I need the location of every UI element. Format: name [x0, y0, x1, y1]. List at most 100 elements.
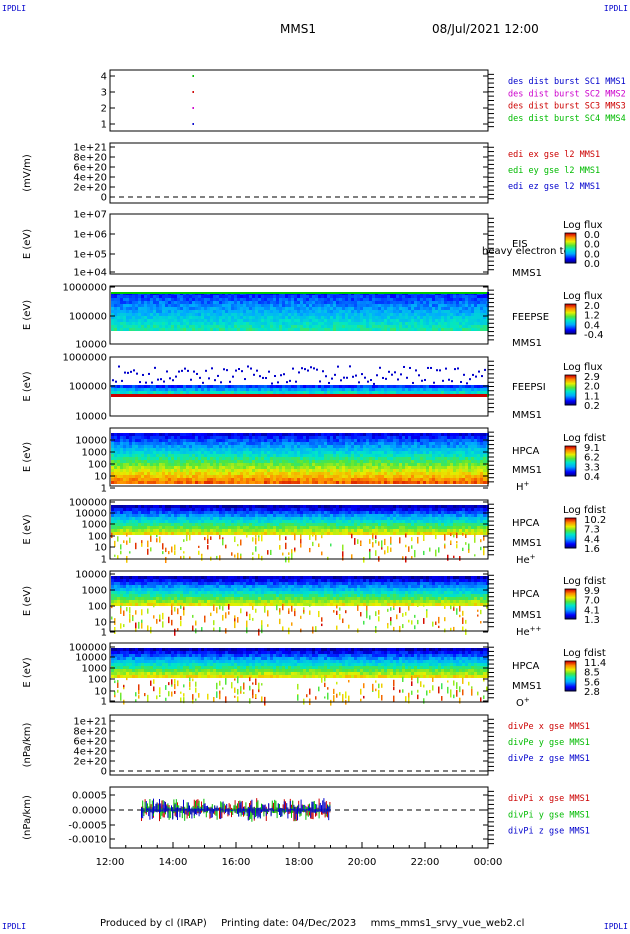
ytick-label-feepsi: 10000	[75, 412, 107, 423]
ylabel-hpca_hepp: E (eV)	[22, 586, 33, 616]
xtick-label: 16:00	[222, 857, 251, 868]
corner-label-tl: IPDLI	[2, 4, 27, 13]
instrument-label-hpca_h: HPCA	[512, 446, 540, 457]
species-label-hpca_h: H+	[516, 480, 530, 493]
ytick-label-hpca_he: 100000	[69, 498, 107, 509]
ytick-label-hpca_h: 10	[94, 472, 107, 483]
colorbar-tick-hpca_o: 8.5	[584, 668, 600, 679]
instrument-label-feepse: FEEPSE	[512, 312, 549, 323]
colorbar-tick-hpca_h: 0.4	[584, 472, 600, 483]
ytick-label-hpca_he: 1000	[82, 520, 107, 531]
spacecraft-label-feepse: MMS1	[512, 338, 542, 349]
legend-entry-edi-1: edi ey gse l2 MMS1	[508, 166, 600, 176]
ylabel-hpca_he: E (eV)	[22, 514, 33, 544]
ytick-label-hpca_he: 10	[94, 543, 107, 554]
legend-entry-divpe-2: divPe z gse MMS1	[508, 754, 590, 764]
ytick-label-hpca_h: 100	[88, 460, 107, 471]
xtick-label: 20:00	[348, 857, 377, 868]
colorbar-tick-hpca_h: 9.1	[584, 443, 600, 454]
ytick-label-eis: 1e+05	[73, 250, 107, 261]
colorbar-tick-feepse: -0.4	[584, 330, 604, 341]
ytick-label-edi: 2e+20	[73, 183, 107, 194]
footer: Produced by cl (IRAP) Printing date: 04/…	[100, 918, 524, 929]
spectrogram-hpca_he	[111, 505, 489, 564]
ytick-label-hpca_o: 100000	[69, 643, 107, 654]
page-datetime: 08/Jul/2021 12:00	[432, 22, 539, 36]
colorbar-tick-feepse: 0.4	[584, 320, 600, 331]
panel-burst: 4 3 2 1 des dist burst SC1 MMS1 des dist burs…	[101, 69, 626, 132]
frame-burst	[109, 69, 489, 132]
ytick-label-divpe: 0	[101, 767, 107, 778]
xtick-label: 00:00	[474, 857, 503, 868]
ytick-label-hpca_o: 1000	[82, 664, 107, 675]
corner-label-tr: IPDLI	[603, 4, 628, 13]
legend-entry-burst-0: des dist burst SC1 MMS1	[508, 77, 626, 87]
ytick-label-edi: 8e+20	[73, 153, 107, 164]
footer-producer: Produced by cl (IRAP)	[100, 918, 207, 929]
ytick-label-hpca_hepp: 10	[94, 618, 107, 629]
ytick-label-hpca_o: 10000	[75, 653, 107, 664]
colorbar-tick-hpca_hepp: 7.0	[584, 596, 600, 607]
ytick-label-feepse: 1000000	[62, 283, 107, 294]
ytick-label-feepsi: 1000000	[62, 353, 107, 364]
colorbar-tick-feepse: 2.0	[584, 301, 600, 312]
ytick-label-edi: 1e+21	[73, 143, 107, 154]
ytick-label-feepsi: 100000	[69, 382, 107, 393]
colorbar-tick-hpca_o: 2.8	[584, 687, 600, 698]
colorbar-title-hpca_o: Log fdist	[563, 648, 606, 659]
spacecraft-label-hpca_he: MMS1	[512, 538, 542, 549]
ytick-label-burst: 2	[101, 104, 107, 115]
colorbar-tick-hpca_he: 10.2	[584, 515, 606, 526]
ylabel-edi: (mV/m)	[22, 154, 33, 192]
colorbar-tick-hpca_he: 1.6	[584, 544, 600, 555]
spectrogram-feepsi	[111, 365, 489, 397]
legend-entry-burst-3: des dist burst SC4 MMS4	[508, 114, 626, 124]
ytick-label-burst: 1	[101, 120, 107, 131]
ytick-label-hpca_he: 1	[101, 555, 107, 566]
colorbar-tick-hpca_o: 11.4	[584, 658, 606, 669]
ytick-label-eis: 1e+04	[73, 268, 107, 279]
spacecraft-label-hpca_hepp: MMS1	[512, 610, 542, 621]
xtick-label: 22:00	[411, 857, 440, 868]
ylabel-divpe: (nPa/km)	[22, 723, 33, 768]
instrument-label-eis: EIS	[512, 239, 528, 250]
ytick-label-hpca_hepp: 1	[101, 628, 107, 639]
spacecraft-label-eis: MMS1	[512, 268, 542, 279]
ytick-label-edi: 6e+20	[73, 163, 107, 174]
legend-entry-divpi-2: divPi z gse MMS1	[508, 827, 590, 837]
ytick-label-divpe: 6e+20	[73, 737, 107, 748]
colorbar-tick-hpca_he: 7.3	[584, 525, 600, 536]
ytick-label-hpca_o: 10	[94, 687, 107, 698]
burst-mark-sc2	[192, 107, 194, 109]
footer-filename: mms_mms1_srvy_vue_web2.cl	[370, 918, 525, 929]
burst-mark-sc3	[192, 91, 194, 93]
panel-eis: 1e+07 1e+06 1e+05 1e+04 E (eV) EIS MMS1 heavy e…	[22, 210, 603, 280]
ytick-label-edi: 4e+20	[73, 173, 107, 184]
footer-printing-date: Printing date: 04/Dec/2023	[221, 918, 357, 929]
divpi-series	[141, 798, 331, 822]
species-label-hpca_o: O+	[516, 696, 530, 709]
panel-feepse: 1000000 100000 10000 E (eV) FEEPSE MMS1 Log fl…	[22, 283, 604, 351]
burst-mark-sc1	[192, 123, 194, 125]
colorbar-tick-hpca_o: 5.6	[584, 677, 600, 688]
ytick-label-divpe: 1e+21	[73, 717, 107, 728]
colorbar-tick-eis: 0.0	[584, 240, 600, 251]
panel-hpca_hepp: 10000 1000 100 101 E (eV) HPCA MMS1 He++ Log fdi…	[22, 570, 606, 639]
colorbar-tick-hpca_hepp: 4.1	[584, 605, 600, 616]
ylabel-hpca_h: E (eV)	[22, 442, 33, 472]
colorbar-tick-eis: 0.0	[584, 230, 600, 241]
legend-entry-burst-2: des dist burst SC3 MMS3	[508, 102, 626, 112]
colorbar-tick-hpca_he: 4.4	[584, 534, 600, 545]
ytick-label-hpca_h: 1000	[82, 448, 107, 459]
ytick-label-hpca_hepp: 1000	[82, 586, 107, 597]
species-label-hpca_hepp: He++	[516, 625, 542, 638]
